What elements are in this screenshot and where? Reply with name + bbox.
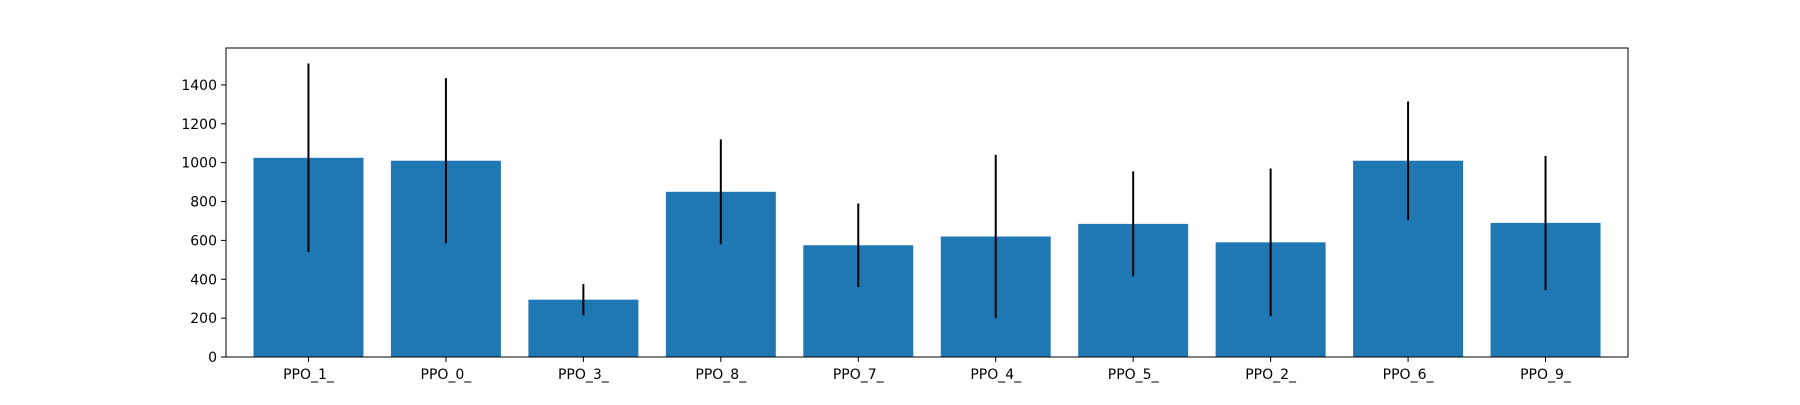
y-axis: 0 200 400 600 800 1000 1200 1400 bbox=[181, 78, 226, 366]
x-tick-label: PPO_6_ bbox=[1383, 367, 1435, 383]
x-tick-label: PPO_7_ bbox=[833, 367, 885, 383]
x-tick-label: PPO_3_ bbox=[558, 367, 610, 383]
y-tick-label: 800 bbox=[190, 195, 217, 211]
bars-layer bbox=[253, 157, 1601, 357]
x-tick-label: PPO_5_ bbox=[1108, 367, 1160, 383]
y-tick-label: 600 bbox=[190, 233, 217, 249]
x-tick-label: PPO_2_ bbox=[1245, 367, 1297, 383]
x-tick-label: PPO_0_ bbox=[421, 367, 473, 383]
y-tick-label: 400 bbox=[190, 272, 217, 288]
x-tick-label: PPO_1_ bbox=[283, 367, 335, 383]
x-tick-label: PPO_8_ bbox=[695, 367, 747, 383]
plot-frame bbox=[225, 47, 1629, 358]
y-tick-label: 1000 bbox=[181, 156, 217, 172]
x-tick-label: PPO_9_ bbox=[1520, 367, 1572, 383]
y-tick-label: 1400 bbox=[181, 78, 217, 94]
y-tick-label: 200 bbox=[190, 311, 217, 327]
x-axis: PPO_1_ PPO_0_ PPO_3_ PPO_8_ PPO_7_ PPO_4_ PPO_… bbox=[283, 357, 1572, 383]
y-tick-label: 1200 bbox=[181, 117, 217, 133]
x-tick-label: PPO_4_ bbox=[970, 367, 1022, 383]
y-tick-label: 0 bbox=[208, 350, 217, 366]
error-bars-layer bbox=[307, 63, 1547, 319]
